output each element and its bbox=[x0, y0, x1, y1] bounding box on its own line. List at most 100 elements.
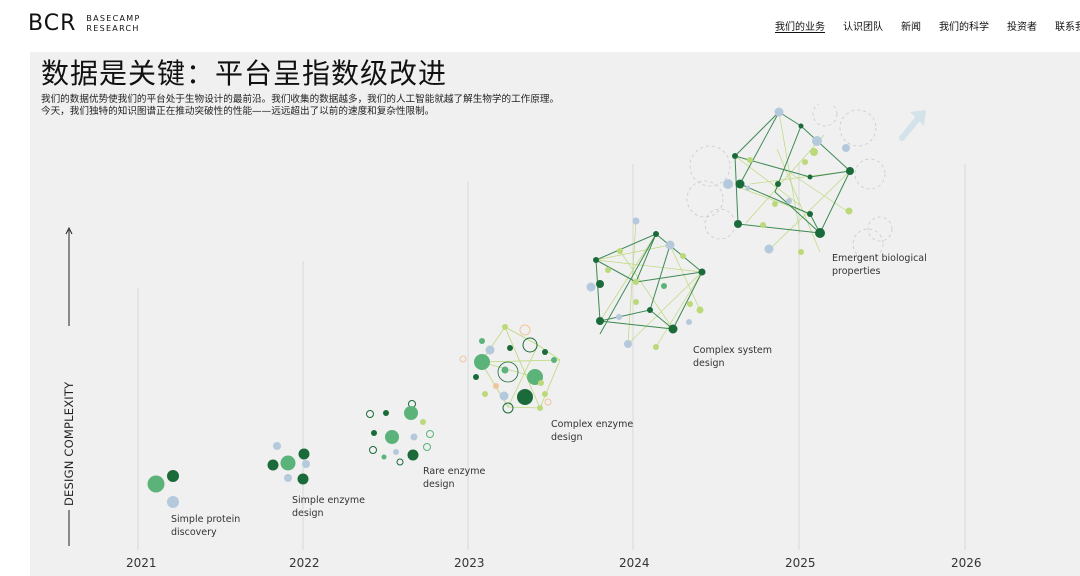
node bbox=[772, 201, 778, 207]
milestone-1-line-2: discovery bbox=[171, 527, 217, 538]
node bbox=[764, 244, 774, 254]
year-label-2025: 2025 bbox=[785, 556, 816, 570]
page-title: 数据是关键：平台呈指数级改进 bbox=[41, 57, 448, 90]
cluster-simple-protein bbox=[147, 470, 179, 508]
node bbox=[596, 317, 604, 325]
milestone-1-line-1: Simple protein bbox=[171, 514, 240, 525]
node bbox=[497, 361, 519, 383]
node bbox=[807, 211, 813, 217]
year-label-2026: 2026 bbox=[951, 556, 982, 570]
milestone-3-line-1: Rare enzyme bbox=[423, 466, 486, 477]
cluster-complex-enzyme bbox=[459, 324, 561, 414]
node bbox=[407, 449, 419, 461]
milestone-5-line-2: design bbox=[693, 358, 725, 369]
node bbox=[297, 473, 309, 485]
node bbox=[798, 123, 804, 129]
node bbox=[482, 391, 488, 397]
node bbox=[624, 340, 632, 348]
node bbox=[519, 324, 531, 336]
node bbox=[745, 185, 751, 191]
milestone-4-line-2: design bbox=[551, 432, 583, 443]
node bbox=[786, 198, 792, 204]
node bbox=[420, 419, 426, 425]
node bbox=[846, 167, 854, 175]
cluster-simple-enzyme bbox=[267, 442, 310, 485]
node bbox=[522, 337, 538, 353]
node bbox=[499, 391, 509, 401]
node bbox=[366, 410, 374, 418]
node bbox=[542, 391, 548, 397]
node bbox=[502, 402, 514, 414]
milestone-6-line-2: properties bbox=[832, 266, 881, 277]
hero-section: 数据是关键：平台呈指数级改进 我们的数据优势使我们的平台处于生物设计的最前沿。我… bbox=[30, 52, 1080, 576]
nav-link-science[interactable]: 我们的科学 bbox=[939, 22, 989, 33]
nav-link-team[interactable]: 认识团队 bbox=[843, 22, 883, 33]
node bbox=[485, 345, 495, 355]
node bbox=[605, 267, 611, 273]
node bbox=[653, 344, 659, 350]
node bbox=[845, 207, 853, 215]
complexity-timeline-chart: DESIGN COMPLEXITY 2021 2022 2023 2024 20… bbox=[62, 104, 982, 570]
node bbox=[544, 398, 552, 406]
top-navigation-bar: BCR BASECAMP RESEARCH 我们的业务 认识团队 新闻 我们的科… bbox=[0, 0, 1080, 52]
node bbox=[284, 474, 292, 482]
node bbox=[812, 136, 822, 146]
node bbox=[423, 443, 431, 451]
node bbox=[661, 283, 667, 289]
brand-logo[interactable]: BCR BASECAMP RESEARCH bbox=[28, 13, 141, 35]
year-label-2023: 2023 bbox=[454, 556, 485, 570]
milestone-2-line-1: Simple enzyme bbox=[292, 495, 365, 506]
node bbox=[273, 442, 281, 450]
node bbox=[647, 307, 653, 313]
node bbox=[632, 217, 640, 225]
node bbox=[167, 496, 179, 508]
trend-arrow-icon bbox=[899, 110, 926, 141]
cluster-rare-enzyme bbox=[366, 400, 434, 466]
node bbox=[668, 324, 678, 334]
vertical-gridlines bbox=[137, 164, 966, 550]
node bbox=[459, 355, 467, 363]
node bbox=[680, 253, 686, 259]
nav-link-our-business[interactable]: 我们的业务 bbox=[775, 22, 825, 33]
logo-wordmark: BASECAMP RESEARCH bbox=[86, 14, 140, 34]
node bbox=[426, 430, 434, 438]
node bbox=[385, 430, 399, 444]
year-label-2021: 2021 bbox=[126, 556, 157, 570]
node bbox=[807, 174, 813, 180]
node bbox=[501, 366, 509, 374]
node bbox=[167, 470, 179, 482]
milestone-6-line-1: Emergent biological bbox=[832, 253, 927, 264]
hero-description: 我们的数据优势使我们的平台处于生物设计的最前沿。我们收集的数据越多，我们的人工智… bbox=[41, 94, 560, 117]
year-label-2024: 2024 bbox=[619, 556, 650, 570]
node bbox=[517, 389, 533, 405]
node bbox=[502, 324, 508, 330]
node bbox=[474, 354, 490, 370]
node bbox=[267, 459, 279, 471]
node bbox=[616, 314, 622, 320]
node bbox=[653, 231, 659, 237]
node bbox=[371, 430, 377, 436]
node bbox=[479, 338, 485, 344]
x-axis-labels: 2021 2022 2023 2024 2025 2026 bbox=[126, 556, 982, 570]
node bbox=[507, 345, 513, 351]
node bbox=[596, 280, 604, 288]
nav-link-contact[interactable]: 联系我们 bbox=[1055, 22, 1080, 33]
milestone-3-line-2: design bbox=[423, 479, 455, 490]
node bbox=[815, 228, 825, 238]
main-nav: 我们的业务 认识团队 新闻 我们的科学 投资者 联系我们 bbox=[775, 18, 1080, 33]
node bbox=[381, 454, 387, 460]
node bbox=[747, 157, 753, 163]
milestone-2-line-2: design bbox=[292, 508, 324, 519]
node bbox=[774, 107, 784, 117]
cluster-complex-system bbox=[586, 217, 706, 350]
node bbox=[723, 179, 733, 189]
node bbox=[369, 446, 377, 454]
node bbox=[493, 383, 499, 389]
node bbox=[280, 455, 296, 471]
node bbox=[147, 475, 165, 493]
node bbox=[810, 148, 818, 156]
node bbox=[698, 268, 706, 276]
nav-link-investors[interactable]: 投资者 bbox=[1007, 22, 1037, 33]
logo-line-2: RESEARCH bbox=[86, 24, 140, 33]
nav-link-news[interactable]: 新闻 bbox=[901, 22, 921, 33]
